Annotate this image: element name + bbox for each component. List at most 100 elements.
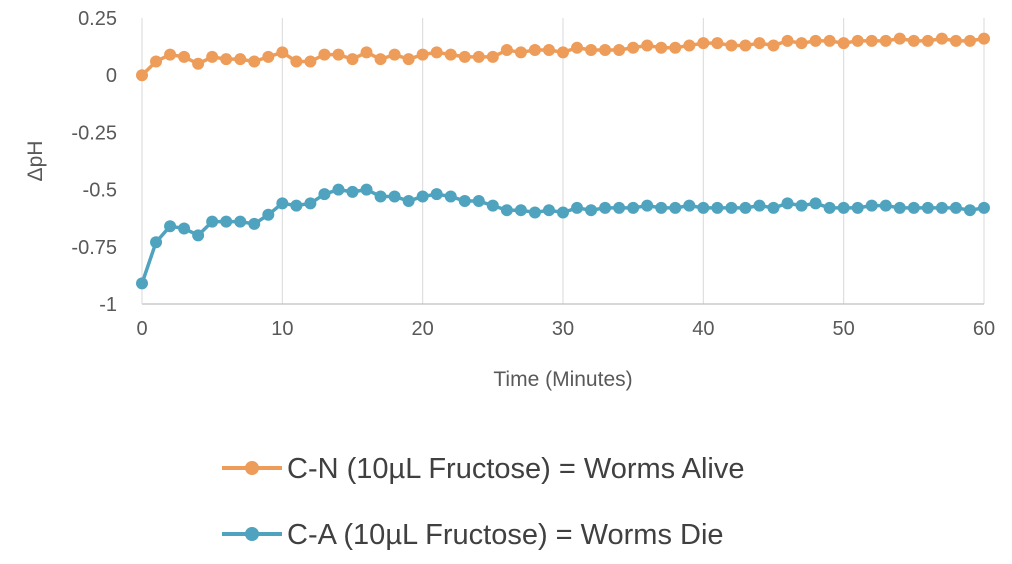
legend-marker [245,527,259,541]
data-point [907,34,920,47]
data-point [641,199,654,212]
y-tick-label: -1 [99,294,117,316]
data-point [655,201,668,214]
data-point [234,215,247,228]
data-point [599,44,612,57]
data-point [430,46,443,59]
data-point [809,34,822,47]
y-tick-labels: 0.25 0 -0.25 -0.5 -0.75 -1 [71,8,117,316]
x-tick-label: 30 [552,318,574,340]
data-point [276,46,289,59]
data-point [402,195,415,208]
data-point [851,201,864,214]
data-point [627,201,640,214]
x-tick-label: 0 [136,318,147,340]
data-point [178,50,191,63]
data-point [528,206,541,219]
data-point [290,55,303,68]
legend-entry-1: C-N (10µL Fructose) = Worms Alive [222,453,744,485]
data-point [136,69,148,82]
data-point [683,199,696,212]
data-point [585,44,598,57]
data-point [346,53,359,66]
data-point [290,199,303,212]
data-point [641,39,654,52]
data-point [248,217,261,230]
data-point [585,204,598,217]
data-point [332,183,345,196]
data-point [599,201,612,214]
data-point [739,201,752,214]
data-point [304,55,317,68]
data-point [823,34,836,47]
data-point [837,37,850,50]
data-point [949,34,962,47]
x-tick-label: 20 [412,318,434,340]
data-point [963,34,976,47]
data-point [711,37,724,50]
data-point [444,190,457,203]
axes [141,18,984,305]
data-point [514,204,527,217]
data-point [346,185,359,198]
data-point [416,190,429,203]
data-point [795,199,808,212]
data-point [557,206,569,219]
x-tick-label: 60 [973,318,995,340]
y-tick-label: -0.75 [71,237,117,259]
series-2 [136,183,990,290]
data-point [206,215,219,228]
data-point [318,48,331,61]
data-point [528,44,541,57]
data-point [374,190,387,203]
data-point [963,204,976,217]
data-point [795,37,808,50]
data-point [472,50,485,63]
data-point [697,201,710,214]
data-point [893,32,906,45]
data-point [542,44,555,57]
data-point [571,201,584,214]
data-point [206,50,219,63]
data-point [500,44,513,57]
data-point [613,44,626,57]
data-point [907,201,920,214]
data-point [220,215,233,228]
x-tick-label: 10 [271,318,293,340]
data-point [781,34,794,47]
data-point [388,48,401,61]
legend-label: C-A (10µL Fructose) = Worms Die [287,519,724,551]
data-point [136,277,148,290]
data-point [669,41,682,54]
data-point [683,39,696,52]
data-point [669,201,682,214]
data-point [276,197,289,210]
data-point [879,34,892,47]
data-point [557,46,569,59]
data-point [178,222,191,235]
data-point [304,197,317,210]
data-point [949,201,962,214]
legend-marker [245,461,259,475]
data-point [234,53,247,66]
series-layer [136,32,990,290]
data-point [486,199,499,212]
data-point [248,55,261,68]
data-point [978,32,990,45]
data-point [781,197,794,210]
data-point [500,204,513,217]
data-point [865,34,878,47]
x-tick-label: 50 [833,318,855,340]
data-point [430,188,443,201]
data-point [416,48,429,61]
data-point [725,39,738,52]
data-point [823,201,836,214]
data-point [613,201,626,214]
data-point [893,201,906,214]
data-point [192,57,205,70]
legend-label: C-N (10µL Fructose) = Worms Alive [287,453,744,485]
data-point [486,50,499,63]
x-axis-title: Time (Minutes) [493,368,632,391]
data-point [655,41,668,54]
